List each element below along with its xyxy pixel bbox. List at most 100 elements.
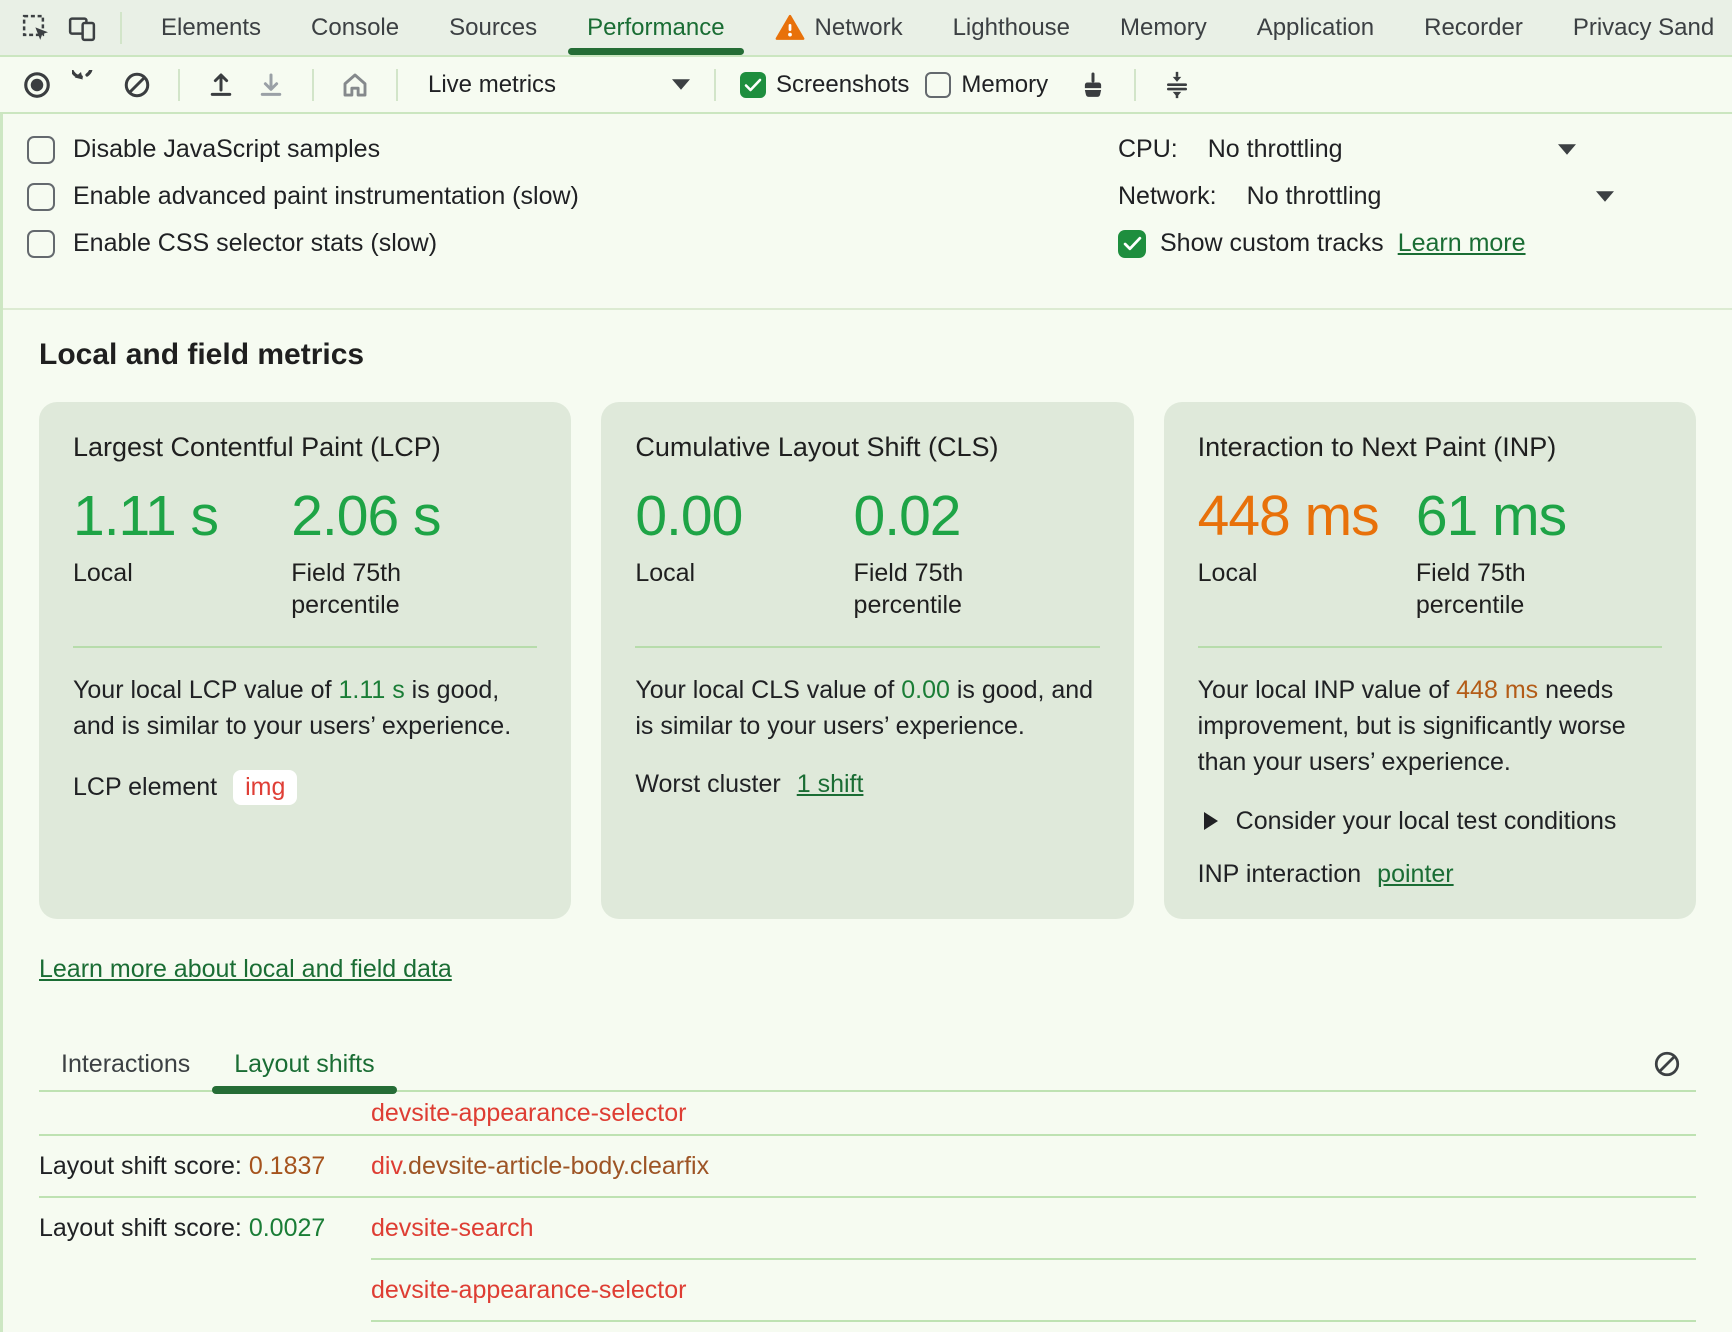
capture-settings-left: Disable JavaScript samples Enable advanc… [27,126,579,308]
card-title: Largest Contentful Paint (LCP) [73,432,441,462]
inp-description: Your local INP value of 448 ms needs imp… [1197,675,1626,777]
screenshots-checkbox[interactable]: Screenshots [740,71,909,99]
affected-element-node-link[interactable]: devsite-search [371,1214,534,1243]
checkbox-unchecked-icon [925,71,952,98]
local-label: Local [73,558,133,587]
advanced-paint-checkbox[interactable]: Enable advanced paint instrumentation (s… [27,173,579,220]
inp-local-value: 448 ms [1197,484,1380,548]
worst-cluster-link[interactable]: 1 shift [796,770,864,799]
cls-inline-value: 0.00 [901,675,950,704]
checkbox-label: Enable advanced paint instrumentation (s… [73,182,579,210]
lcp-element-label: LCP element [73,773,218,802]
divider [120,11,122,44]
affected-element-node-link[interactable]: devsite-appearance-selector [371,1276,687,1305]
home-live-metrics-icon[interactable] [338,68,372,102]
clear-button[interactable] [120,68,154,102]
lcp-description: Your local LCP value of 1.11 s is good, … [73,675,512,741]
screenshots-label: Screenshots [776,70,910,98]
css-selector-stats-checkbox[interactable]: Enable CSS selector stats (slow) [27,220,579,267]
network-label: Network: [1118,182,1217,210]
tab-console[interactable]: Console [286,0,424,55]
cpu-throttling-select[interactable]: CPU: No throttling [1118,126,1576,173]
save-profile-icon[interactable] [254,68,288,102]
tab-label: Network [814,13,903,41]
card-title: Cumulative Layout Shift (CLS) [635,432,999,462]
tab-label: Lighthouse [952,13,1071,41]
inp-inline-value: 448 ms [1456,675,1539,704]
tab-network[interactable]: Network [750,0,928,55]
section-heading: Local and field metrics [39,338,365,371]
tab-performance[interactable]: Performance [562,0,749,55]
performance-toolbar: Live metrics Screenshots Memory [0,57,1732,114]
field-label: Field 75th percentile [853,558,964,620]
network-value: No throttling [1246,182,1382,210]
cls-description: Your local CLS value of 0.00 is good, an… [635,675,1094,741]
inp-interaction-link[interactable]: pointer [1377,859,1454,888]
tab-interactions[interactable]: Interactions [61,1050,191,1079]
tab-privacy-sand[interactable]: Privacy Sand [1548,0,1732,55]
affected-element-node-link[interactable]: devsite-appearance-selector [371,1099,687,1128]
tab-sources[interactable]: Sources [424,0,562,55]
field-label: Field 75th percentile [291,558,402,620]
checkbox-checked-icon [740,71,766,98]
local-label: Local [1197,558,1258,587]
divider [1134,68,1137,101]
history-dropdown-label: Live metrics [428,70,557,98]
learn-more-local-field-link[interactable]: Learn more about local and field data [39,954,452,983]
lcp-element-node-link[interactable]: img [233,770,298,806]
tab-label: Sources [449,13,538,41]
custom-tracks-label: Show custom tracks [1160,229,1384,257]
local-test-conditions-disclosure[interactable]: Consider your local test conditions [1198,807,1662,836]
affected-element-node-link[interactable]: div.devsite-article-body.clearfix [371,1152,710,1181]
checkbox-unchecked-icon [27,229,55,258]
checkbox-unchecked-icon [27,182,55,211]
layout-shift-row: devsite-appearance-selector [39,1092,1696,1136]
show-custom-tracks-checkbox[interactable]: Show custom tracks Learn more [1118,220,1708,267]
device-toolbar-icon[interactable] [66,12,98,44]
chevron-down-icon [1558,144,1576,155]
tab-recorder[interactable]: Recorder [1399,0,1548,55]
tab-lighthouse[interactable]: Lighthouse [928,0,1095,55]
checkbox-label: Disable JavaScript samples [73,135,381,163]
layout-shift-score: Layout shift score: 0.0027 [39,1214,326,1243]
custom-tracks-learn-more-link[interactable]: Learn more [1397,229,1526,257]
lcp-inline-value: 1.11 s [338,675,405,704]
logs-tab-bar: Interactions Layout shifts [39,1040,1696,1094]
card-title: Interaction to Next Paint (INP) [1197,432,1557,462]
local-label: Local [635,558,696,587]
tab-label: Memory [1120,13,1207,41]
capture-settings-pane: Disable JavaScript samples Enable advanc… [3,114,1732,310]
layout-shift-row: Layout shift score: 0.1837 div.devsite-ar… [39,1136,1696,1198]
load-profile-icon[interactable] [204,68,238,102]
record-button[interactable] [20,68,54,102]
tab-label: Recorder [1424,13,1523,41]
checkbox-unchecked-icon [27,135,55,164]
clear-log-icon[interactable] [1652,1049,1684,1081]
cls-card: Cumulative Layout Shift (CLS) 0.00 Local… [601,402,1134,919]
chevron-down-icon [672,79,690,90]
warning-icon [775,13,805,43]
disclosure-label: Consider your local test conditions [1235,806,1617,835]
layout-shift-row: devsite-language-selector [39,1322,1696,1332]
inp-card: Interaction to Next Paint (INP) 448 ms L… [1163,402,1696,919]
layout-shift-row: Layout shift score: 0.0027 devsite-search [39,1198,1696,1260]
network-throttling-select[interactable]: Network: No throttling [1118,173,1614,220]
collect-garbage-icon[interactable] [1076,68,1110,102]
tab-memory[interactable]: Memory [1095,0,1232,55]
history-dropdown[interactable]: Live metrics [422,71,690,99]
memory-checkbox[interactable]: Memory [925,71,1048,99]
capture-settings-icon[interactable] [1160,68,1194,102]
tab-layout-shifts[interactable]: Layout shifts [212,1040,397,1094]
tab-elements[interactable]: Elements [136,0,286,55]
tab-application[interactable]: Application [1232,0,1399,55]
divider [312,68,314,101]
score-value: 0.0027 [248,1214,326,1243]
panel-content: Disable JavaScript samples Enable advanc… [0,114,1732,1332]
disable-js-samples-checkbox[interactable]: Disable JavaScript samples [27,126,579,173]
card-divider [635,645,1100,648]
inp-interaction-label: INP interaction [1197,859,1362,888]
memory-label: Memory [961,70,1049,98]
inspect-element-icon[interactable] [20,12,52,44]
record-and-reload-button[interactable] [70,68,104,102]
cls-local-value: 0.00 [635,484,743,548]
